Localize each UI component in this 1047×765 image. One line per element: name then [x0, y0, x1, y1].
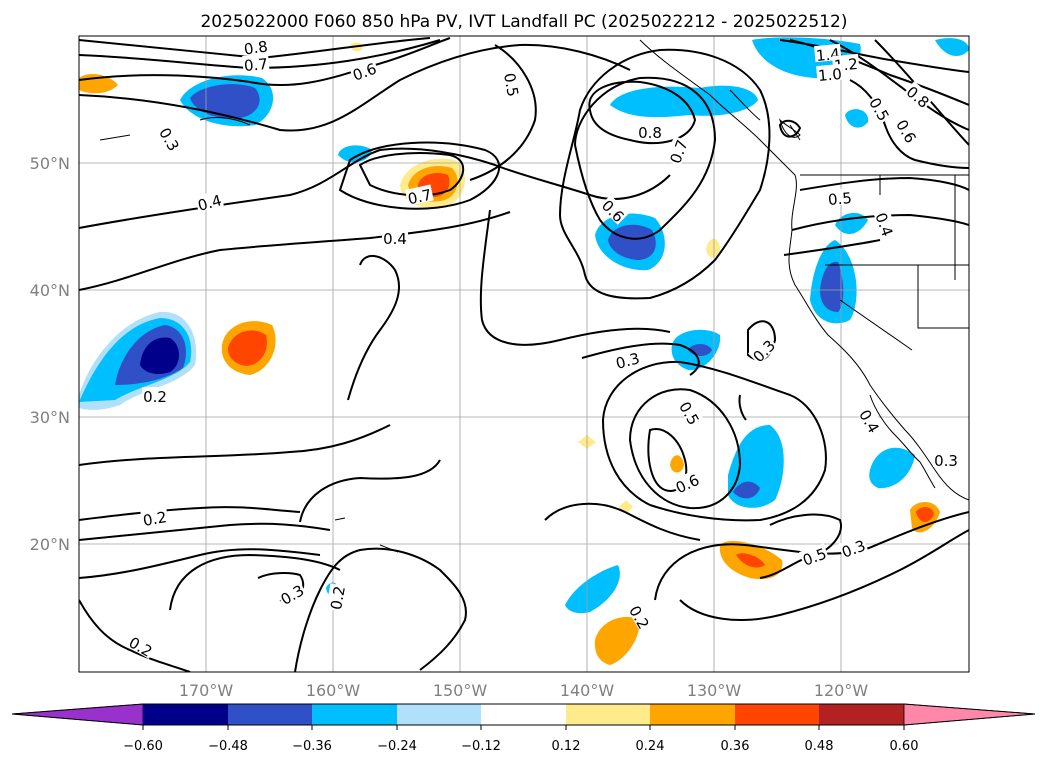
contour-label-bg: [627, 601, 655, 632]
colorbar: −0.60 −0.48 −0.36 −0.24 −0.12 0.12 0.24 …: [11, 703, 1036, 754]
lon-label-120w: 120°W: [814, 681, 869, 700]
contour-label-bg: [867, 93, 895, 124]
contour-label-bg: [671, 469, 702, 496]
contour-label-bg: [241, 36, 270, 56]
colorbar-bin-2: [228, 704, 312, 725]
lat-label-30n: 30°N: [30, 408, 70, 427]
colorbar-bin-5: [481, 704, 566, 725]
colorbar-tick-label-1: −0.60: [123, 739, 163, 754]
contour-label-bg: [157, 123, 185, 154]
lat-label-50n: 50°N: [30, 154, 70, 173]
contour-label-bg: [894, 115, 922, 146]
contour-label: 0.3: [614, 349, 642, 373]
contour-label: 0.2: [142, 508, 169, 530]
map-background: [79, 36, 969, 672]
contour-label-bg: [799, 543, 829, 568]
lat-label-40n: 40°N: [30, 281, 70, 300]
contour-label-bg: [677, 397, 705, 428]
lon-label-130w: 130°W: [687, 681, 742, 700]
colorbar-bin-3: [312, 704, 397, 725]
contour-label: 0.8: [243, 37, 269, 58]
figure-title: 2025022000 F060 850 hPa PV, IVT Landfall…: [200, 12, 847, 32]
contour-label-bg: [857, 405, 885, 436]
colorbar-bin-7: [650, 704, 735, 725]
contour-label-bg: [816, 63, 844, 83]
contour-label-bg: [873, 209, 898, 239]
contour-label-bg: [142, 387, 168, 403]
contour-labels: 0.80.7 0.6 0.50.30.40.40.70.80.70.6 0.50.41…: [126, 36, 959, 661]
colorbar-bin-6: [566, 704, 650, 725]
lat-label-20n: 20°N: [30, 535, 70, 554]
colorbar-bin-9: [819, 704, 904, 725]
colorbar-tick-label-9: 0.48: [805, 739, 834, 754]
contour-label-bg: [933, 451, 959, 467]
colorbar-bin-8: [735, 704, 819, 725]
contour-label-bg: [276, 579, 307, 607]
colorbar-extend-min: [11, 703, 144, 726]
contour-label: 0.5: [500, 72, 522, 99]
contour-label-bg: [612, 348, 642, 371]
colorbar-tick-label-6: 0.12: [552, 739, 581, 754]
contour-label: 0.3: [934, 452, 958, 470]
contour-label-bg: [349, 58, 379, 83]
colorbar-bin-4: [397, 704, 481, 725]
contour-label-bg: [404, 184, 434, 206]
colorbar-ticks: [142, 725, 905, 730]
contour-label-bg: [665, 136, 690, 166]
contour-label-bg: [637, 123, 663, 139]
contour-label-bg: [826, 187, 854, 207]
colorbar-tick-label-5: −0.12: [461, 739, 501, 754]
latitude-labels: 50°N 40°N 30°N 20°N: [30, 154, 70, 554]
contour-label: 0.4: [383, 230, 407, 248]
contour-label-bg: [325, 583, 347, 612]
coastlines: [99, 39, 969, 553]
contour-label-bg: [599, 195, 629, 225]
lon-label-170w: 170°W: [179, 681, 234, 700]
colorbar-extend-max: [903, 703, 1036, 726]
longitude-labels: 170°W 160°W 150°W 140°W 130°W 120°W: [179, 681, 869, 700]
colorbar-bin-1: [143, 704, 228, 725]
contour-label: 0.7: [243, 55, 268, 75]
contour-label-bg: [748, 335, 778, 365]
colorbar-tick-label-8: 0.36: [721, 739, 750, 754]
map-panel: 0.80.7 0.6 0.50.30.40.40.70.80.70.6 0.50.41…: [78, 35, 970, 673]
colorbar-tick-label-10: 0.60: [890, 739, 919, 754]
contour-label-bg: [140, 506, 169, 528]
contour-label-bg: [126, 631, 157, 659]
contour-label-bg: [502, 70, 524, 99]
colorbar-tick-label-3: −0.36: [292, 739, 332, 754]
contour-label-bg: [903, 81, 935, 111]
lon-label-160w: 160°W: [306, 681, 361, 700]
gridlines: [79, 36, 969, 672]
contour-label: 0.2: [143, 388, 167, 406]
lon-label-140w: 140°W: [560, 681, 615, 700]
map-frame: [78, 35, 970, 673]
contour-label-bg: [242, 53, 270, 73]
contour-label-bg: [194, 190, 224, 213]
contour-label: 0.4: [196, 191, 224, 215]
contour-label-bg: [382, 229, 408, 245]
contour-label: 0.7: [406, 186, 433, 209]
contour-label-bg: [838, 535, 868, 560]
lon-label-150w: 150°W: [433, 681, 488, 700]
contour-label: 1.0: [817, 65, 842, 85]
contour-label: 0.2: [327, 585, 349, 612]
colorbar-tick-label-7: 0.24: [636, 739, 665, 754]
contour-label: 0.8: [638, 124, 662, 142]
colorbar-tick-label-4: −0.24: [377, 739, 417, 754]
contour-label: 0.5: [827, 189, 852, 209]
colorbar-tick-label-2: −0.48: [208, 739, 248, 754]
